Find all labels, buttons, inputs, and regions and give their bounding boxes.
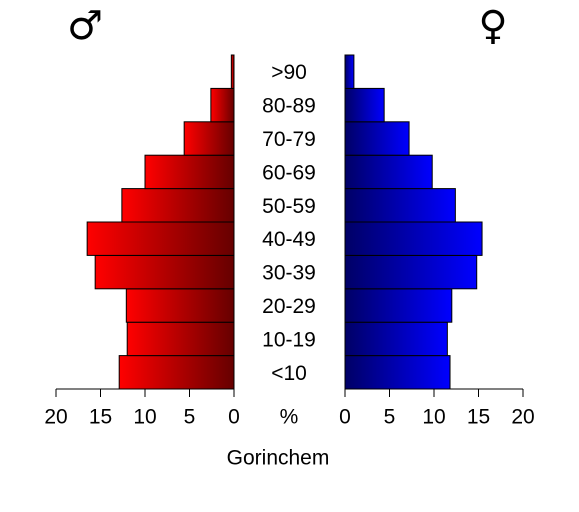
legend-female: ♀	[478, 3, 507, 49]
chart-title: Gorinchem	[227, 447, 330, 470]
bar	[344, 121, 410, 156]
category-label: 30-39	[262, 262, 316, 285]
x-tick-label: 20	[44, 406, 67, 429]
bar	[344, 154, 433, 190]
x-tick-label: 20	[511, 406, 534, 429]
bar	[125, 288, 235, 323]
x-tick-label: 5	[184, 406, 196, 429]
bar	[94, 254, 235, 290]
bar	[126, 321, 235, 357]
bar	[183, 121, 235, 156]
axis-label: %	[280, 406, 299, 429]
bar	[344, 221, 483, 256]
category-label: 20-29	[262, 295, 316, 318]
legend-male: ♂	[67, 3, 103, 49]
bar	[344, 87, 385, 123]
bar	[344, 321, 448, 357]
category-label: <10	[271, 362, 307, 385]
x-tick-label: 5	[384, 406, 396, 429]
x-tick-label: 0	[228, 406, 240, 429]
bar	[86, 221, 235, 256]
x-tick-label: 0	[339, 406, 351, 429]
x-tick-label: 15	[467, 406, 490, 429]
bar	[344, 288, 453, 323]
bar	[344, 188, 456, 223]
category-label: >90	[271, 61, 307, 84]
x-tick-label: 10	[422, 406, 445, 429]
bar	[210, 87, 235, 123]
bar	[144, 154, 235, 190]
bar	[344, 254, 478, 290]
x-tick-label: 15	[89, 406, 112, 429]
category-label: 80-89	[262, 95, 316, 118]
bar	[230, 54, 235, 89]
bar	[121, 188, 235, 223]
category-label: 70-79	[262, 128, 316, 151]
x-tick-label: 10	[133, 406, 156, 429]
category-label: 50-59	[262, 195, 316, 218]
bar	[344, 54, 355, 89]
bar	[118, 355, 235, 390]
bar	[344, 355, 451, 390]
category-label: 40-49	[262, 228, 316, 251]
category-label: 60-69	[262, 161, 316, 184]
category-label: 10-19	[262, 328, 316, 351]
